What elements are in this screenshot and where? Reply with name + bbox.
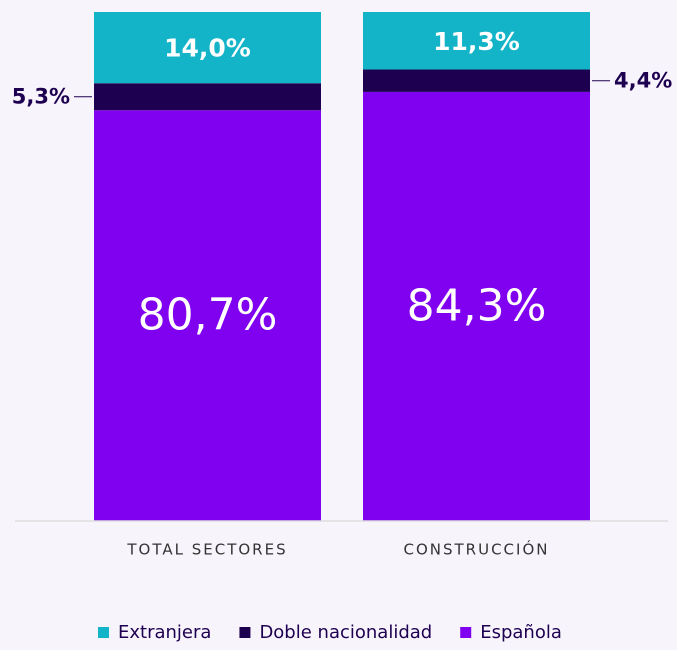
- legend-swatch: [98, 627, 109, 638]
- bar-segment: [94, 83, 321, 111]
- bar-segment: [94, 110, 321, 521]
- legend-label: Extranjera: [118, 622, 211, 643]
- bar-segment: [363, 69, 590, 92]
- value-label: 14,0%: [164, 34, 251, 63]
- value-label: 5,3%: [12, 85, 70, 109]
- bar-segment: [94, 12, 321, 84]
- legend-swatch: [460, 627, 472, 638]
- value-label: 80,7%: [138, 290, 278, 341]
- x-tick-label: CONSTRUCCIÓN: [404, 540, 550, 559]
- value-label: 4,4%: [614, 69, 672, 93]
- x-tick-label: TOTAL SECTORES: [126, 541, 287, 559]
- legend-label: Española: [480, 622, 562, 643]
- legend-swatch: [239, 627, 251, 638]
- legend-label: Doble nacionalidad: [259, 622, 432, 643]
- value-label: 84,3%: [407, 280, 547, 331]
- bar-segment: [363, 91, 590, 522]
- value-label: 11,3%: [433, 27, 520, 56]
- bar-segment: [363, 12, 590, 70]
